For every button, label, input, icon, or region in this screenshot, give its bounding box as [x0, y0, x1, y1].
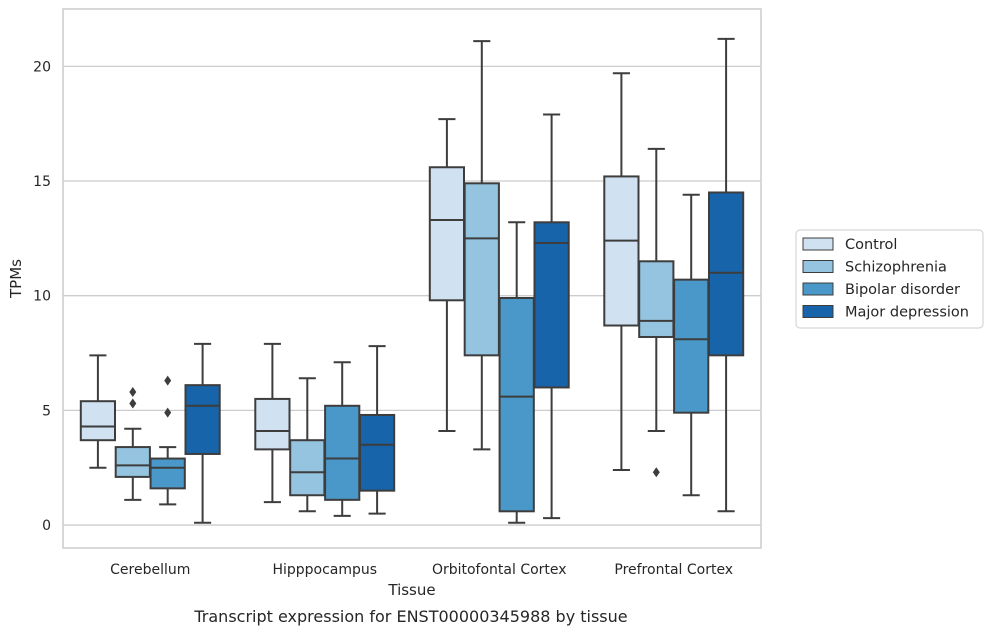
legend-item: Schizophrenia [802, 260, 947, 276]
legend-item: Major depression [802, 305, 969, 321]
outlier-point [164, 407, 172, 418]
box-schizophrenia [114, 387, 151, 501]
grid-lines [63, 65, 761, 526]
y-tick-label: 15 [33, 174, 51, 190]
iqr-box [638, 260, 675, 338]
x-tick-label: Orbitofontal Cortex [432, 562, 567, 578]
iqr-box [114, 446, 151, 478]
y-tick-label: 0 [42, 518, 51, 534]
legend-swatch [802, 237, 834, 251]
box-control [603, 72, 640, 472]
y-tick-label: 20 [33, 59, 51, 75]
box-control [79, 354, 117, 469]
iqr-box [324, 404, 361, 501]
outlier-point [129, 387, 137, 398]
x-tick-label: Prefrontal Cortex [614, 562, 733, 578]
chart-caption: Transcript expression for ENST0000034598… [193, 607, 627, 626]
box-major-depression [358, 345, 396, 515]
legend-item: Bipolar disorder [802, 282, 960, 298]
legend-label: Control [845, 237, 897, 253]
iqr-box [428, 166, 466, 302]
iqr-box [289, 439, 326, 497]
x-tick-labels: Cerebellum Hipppocampus Orbitofontal Corte… [110, 562, 733, 578]
legend-label: Bipolar disorder [845, 282, 960, 298]
outlier-point [652, 467, 660, 478]
iqr-box [149, 457, 186, 490]
x-tick-label: Cerebellum [110, 562, 190, 578]
box-bipolar-disorder [498, 221, 535, 524]
legend-frame [795, 229, 984, 329]
outlier-point [129, 398, 137, 409]
plot-frame [62, 8, 762, 549]
iqr-box [184, 384, 221, 455]
box-schizophrenia [463, 40, 500, 451]
x-axis-label: Tissue [387, 581, 435, 599]
legend-item: Control [802, 237, 897, 253]
legend-swatch [802, 260, 834, 273]
y-tick-labels: 0 5 10 15 20 [33, 59, 51, 534]
box-bipolar-disorder [149, 375, 186, 506]
box-control [254, 342, 291, 504]
iqr-box [254, 397, 291, 451]
box-bipolar-disorder [324, 361, 361, 517]
y-tick-label: 10 [33, 289, 51, 305]
box-plot-area [79, 37, 745, 524]
legend-swatch [802, 305, 834, 318]
iqr-box [358, 413, 396, 492]
box-schizophrenia [638, 147, 675, 478]
iqr-box [603, 175, 640, 327]
iqr-box [707, 191, 745, 357]
legend-label: Major depression [845, 305, 969, 321]
legend: Control Schizophrenia Bipolar disorder Majo… [795, 229, 984, 329]
box-bipolar-disorder [673, 193, 710, 497]
iqr-box [498, 296, 535, 513]
x-tick-label: Hipppocampus [272, 562, 377, 578]
iqr-box [673, 278, 710, 414]
outlier-point [164, 375, 172, 386]
iqr-box [533, 221, 570, 389]
iqr-box [463, 182, 500, 357]
box-major-depression [184, 342, 221, 524]
y-tick-label: 5 [42, 403, 51, 419]
box-schizophrenia [289, 377, 326, 513]
box-major-depression [707, 37, 745, 513]
box-major-depression [533, 113, 570, 520]
iqr-box [79, 400, 117, 442]
legend-swatch [802, 282, 834, 296]
y-axis-label: TPMs [7, 259, 25, 299]
legend-label: Schizophrenia [845, 260, 947, 276]
box-control [428, 118, 466, 433]
